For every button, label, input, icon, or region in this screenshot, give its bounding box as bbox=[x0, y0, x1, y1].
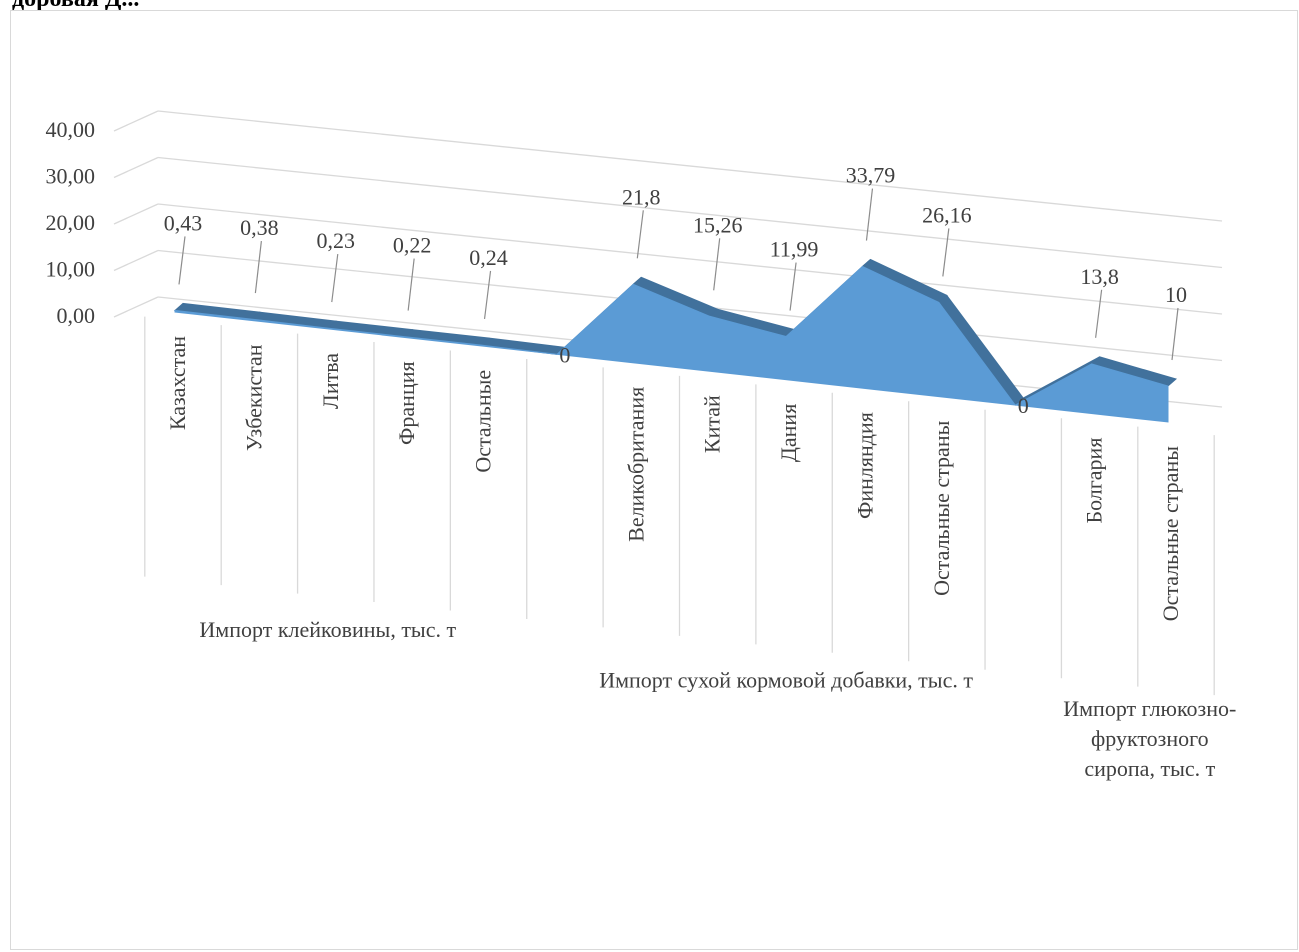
data-label: 13,8 bbox=[1080, 264, 1119, 289]
gridline-side bbox=[113, 156, 159, 179]
leader-line bbox=[254, 241, 262, 294]
y-tick-label: 20,00 bbox=[46, 210, 96, 235]
gridline-side bbox=[113, 110, 159, 132]
category-label: Болгария bbox=[1082, 438, 1107, 524]
leader-line bbox=[1095, 289, 1103, 338]
data-labels: 0,43 0,38 0,23 0,22 0,24 0 21,8 15,26 11,99 33,79… bbox=[164, 163, 1187, 419]
y-tick-label: 10,00 bbox=[46, 257, 96, 282]
data-label: 0,38 bbox=[240, 215, 279, 240]
category-label: Великобритания bbox=[623, 387, 648, 542]
category-label: Остальные страны bbox=[1158, 446, 1183, 622]
y-tick-label: 40,00 bbox=[46, 117, 96, 142]
leader-line bbox=[331, 254, 339, 303]
gridline bbox=[157, 203, 1223, 315]
data-label: 21,8 bbox=[622, 184, 661, 209]
category-label: Дания bbox=[776, 404, 801, 462]
data-label: 0 bbox=[1018, 393, 1029, 418]
category-axis: Казахстан Узбекистан Литва Франция Остальные… bbox=[144, 316, 1236, 781]
group-label: Импорт сухой кормовой добавки, тыс. т bbox=[599, 668, 973, 693]
area-top-edge bbox=[402, 329, 490, 346]
data-label: 15,26 bbox=[693, 212, 743, 237]
area-top-edge bbox=[326, 320, 414, 338]
category-label: Китай bbox=[700, 395, 725, 453]
data-label: 11,99 bbox=[770, 237, 819, 262]
category-label: Казахстан bbox=[165, 336, 190, 430]
axis-ticks: 0,00 10,00 20,00 30,00 40,00 bbox=[46, 117, 96, 328]
chart-frame bbox=[10, 10, 1298, 950]
gridline bbox=[157, 156, 1223, 269]
data-label: 0,43 bbox=[164, 210, 203, 235]
leader-line bbox=[789, 262, 797, 311]
plot-area bbox=[173, 258, 1178, 423]
leader-line bbox=[636, 210, 644, 259]
gridline bbox=[157, 110, 1223, 222]
category-label: Остальные страны bbox=[929, 420, 954, 596]
group-label: Импорт глюкозно-фруктозного сиропа, тыс. … bbox=[1063, 696, 1236, 781]
category-label: Франция bbox=[394, 361, 419, 445]
area-series bbox=[174, 265, 1169, 423]
category-label: Остальные bbox=[471, 370, 496, 473]
data-label: 33,79 bbox=[846, 163, 896, 188]
category-label: Финляндия bbox=[852, 412, 877, 519]
page-title-fragment: доровая Д... bbox=[12, 0, 139, 13]
leader-line bbox=[713, 238, 721, 291]
leader-line bbox=[942, 228, 950, 277]
data-label: 26,16 bbox=[922, 202, 972, 227]
gridline-side bbox=[113, 203, 159, 225]
leader-line bbox=[483, 270, 492, 320]
group-label: Импорт клейковины, тыс. т bbox=[199, 617, 456, 642]
category-label: Узбекистан bbox=[241, 344, 266, 451]
data-label: 0,23 bbox=[317, 228, 356, 253]
gridline-side bbox=[113, 249, 159, 272]
y-tick-label: 0,00 bbox=[57, 303, 96, 328]
data-label: 10 bbox=[1165, 282, 1187, 307]
leader-line bbox=[407, 258, 415, 311]
leader-line bbox=[865, 188, 874, 241]
category-label: Литва bbox=[318, 353, 343, 409]
gridline-side bbox=[113, 296, 159, 318]
data-label: 0,22 bbox=[393, 233, 432, 258]
leader-line bbox=[178, 236, 186, 285]
y-tick-label: 30,00 bbox=[46, 164, 96, 189]
leader-line bbox=[1171, 307, 1179, 361]
data-label: 0 bbox=[559, 342, 570, 367]
data-label: 0,24 bbox=[469, 245, 508, 270]
